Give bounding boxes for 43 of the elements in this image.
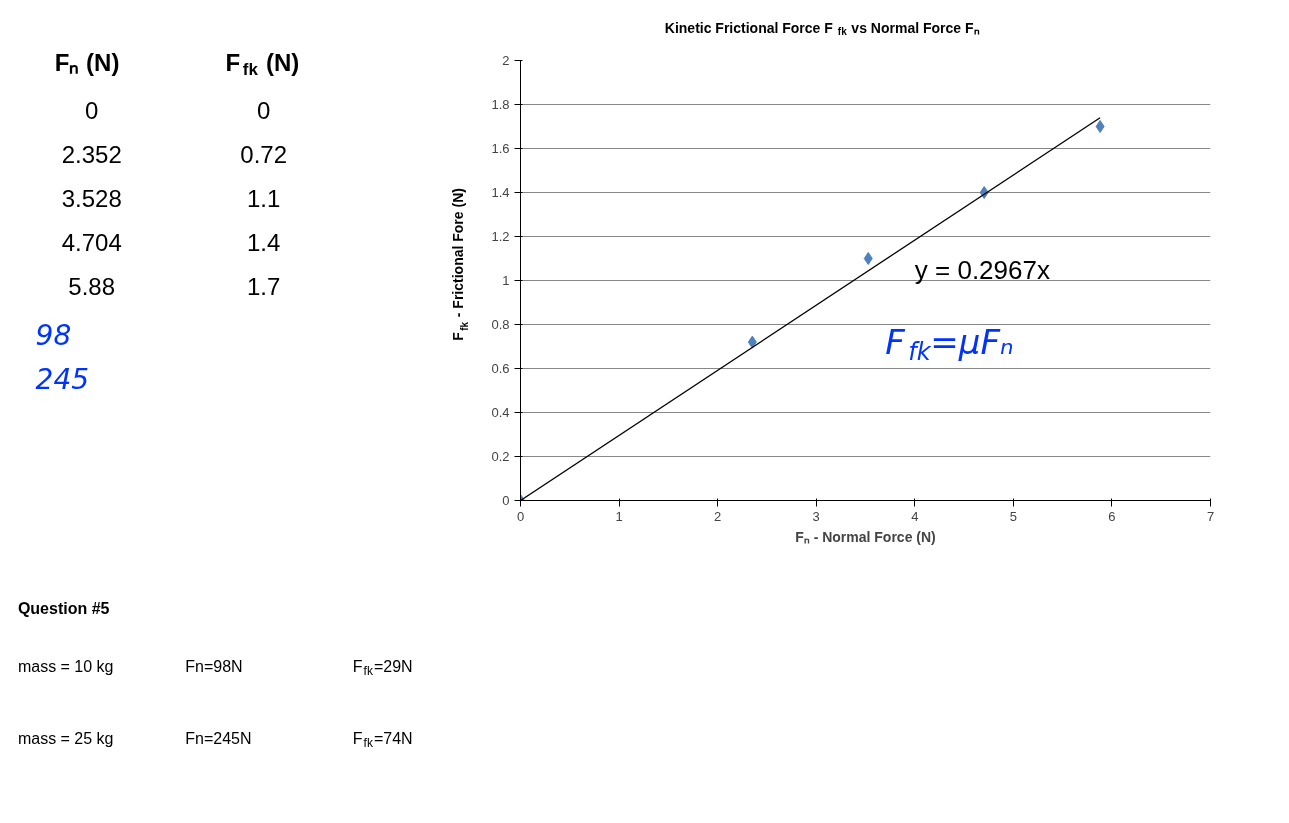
x-tick-label: 7 xyxy=(1206,508,1215,524)
point xyxy=(747,335,757,349)
text: 1.1 xyxy=(246,184,281,212)
text: 0 xyxy=(84,97,99,125)
text: mass = 25 kg xyxy=(17,730,114,747)
text: Fₙ (N) xyxy=(54,49,120,76)
text: Fn=98N xyxy=(185,658,243,675)
y-tick-label: 0.4 xyxy=(491,405,510,420)
annotation: y = 0.2967x xyxy=(914,254,1050,285)
y-tick-label: 2 xyxy=(502,53,510,68)
y-tick-label: 0.8 xyxy=(491,317,510,332)
y-tick-label: 1.8 xyxy=(491,97,510,112)
y-tick-label: 0 xyxy=(502,493,510,508)
point xyxy=(863,252,873,265)
y-tick-label: 0.2 xyxy=(491,449,510,464)
text: mass = 10 kg xyxy=(17,658,114,675)
x-tick-label: 4 xyxy=(911,508,919,524)
y-tick-label: 0.6 xyxy=(491,361,510,376)
x-tick-label: 3 xyxy=(812,508,820,524)
text: 0.72 xyxy=(240,141,288,169)
text: 5.88 xyxy=(68,272,116,300)
text: Question #5 xyxy=(17,599,110,617)
y-tick-label: 1.2 xyxy=(491,229,510,244)
x-tick-label: 2 xyxy=(714,508,722,524)
text: 245 xyxy=(35,362,90,396)
text: 98 xyxy=(35,318,72,352)
x-tick-label: 0 xyxy=(516,508,525,524)
y-tick-label: 1.6 xyxy=(491,141,510,156)
text: 2.352 xyxy=(61,141,122,169)
text: 1.4 xyxy=(246,228,281,256)
text: Fn=245N xyxy=(185,730,252,747)
y-tick-label: 1.4 xyxy=(491,185,510,200)
text: 3.528 xyxy=(61,184,122,212)
y-axis-title: Ffk - Frictional Fore (N) xyxy=(450,188,471,341)
x-tick-label: 5 xyxy=(1009,508,1017,524)
text: 0 xyxy=(256,97,271,125)
point xyxy=(1095,120,1105,133)
text: 1.7 xyxy=(246,272,281,300)
x-tick-label: 1 xyxy=(615,508,623,524)
x-tick-label: 6 xyxy=(1108,508,1116,524)
y-tick-label: 1 xyxy=(502,273,510,288)
x-axis-title: Fₙ - Normal Force (N) xyxy=(795,528,936,545)
text: 4.704 xyxy=(61,228,122,256)
